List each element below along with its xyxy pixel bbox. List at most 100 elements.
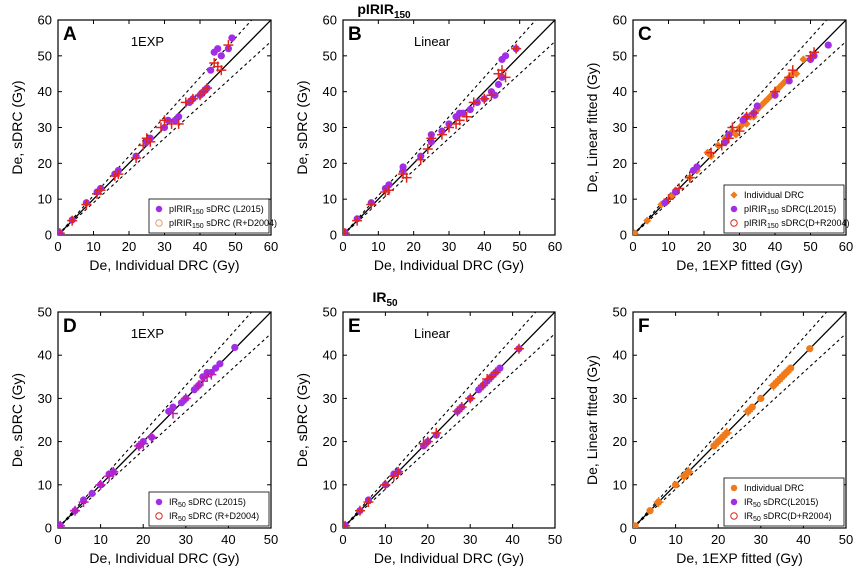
panel-e: 00 10 10 20 20 30 30 40 40 50 50 De, Individual DRC… <box>294 305 562 567</box>
series-1 <box>58 40 234 235</box>
data-point <box>138 140 149 151</box>
y-tick-label: 50 <box>323 305 337 320</box>
data-point <box>663 194 674 205</box>
x-axis-label: De, Individual DRC (Gy) <box>89 257 239 273</box>
x-tick-label: 50 <box>548 532 562 547</box>
upper-band-line <box>633 20 828 235</box>
x-tick-label: 10 <box>661 239 675 254</box>
y-tick-label: 30 <box>38 391 52 406</box>
data-point <box>78 497 89 508</box>
data-point <box>824 41 832 49</box>
x-tick-label: 30 <box>442 239 456 254</box>
model-label: Linear <box>414 34 451 49</box>
legend-label-suffix: sDRC (R+D2004) <box>204 218 277 228</box>
data-point <box>70 505 81 516</box>
legend-box <box>148 491 270 527</box>
legend-label: IR50 sDRC(L2015) <box>744 497 818 509</box>
data-point <box>202 371 213 382</box>
data-point <box>173 118 184 129</box>
data-point <box>809 47 820 58</box>
data-point <box>169 403 177 411</box>
y-tick-label: 10 <box>613 477 627 492</box>
y-tick-label: 20 <box>38 156 52 171</box>
x-tick-label: 20 <box>697 239 711 254</box>
data-point <box>672 188 680 196</box>
data-point <box>496 364 504 372</box>
legend-marker <box>155 498 163 506</box>
data-point <box>468 97 479 108</box>
data-point <box>787 364 795 372</box>
x-axis-label: De, Individual DRC (Gy) <box>374 550 524 566</box>
panel-f-points <box>633 345 814 528</box>
x-tick-label: 50 <box>803 239 817 254</box>
data-point <box>366 199 377 210</box>
y-tick-label: 30 <box>323 391 337 406</box>
y-tick-label: 20 <box>613 156 627 171</box>
data-point <box>436 129 447 140</box>
x-tick-label: 30 <box>157 239 171 254</box>
panel-f-frame <box>632 311 847 529</box>
legend-label: IR50 sDRC (L2015) <box>169 497 246 509</box>
legend-label-main: Individual DRC <box>744 190 805 200</box>
data-point <box>159 115 170 126</box>
y-tick-label: 40 <box>38 348 52 363</box>
data-point <box>454 115 465 126</box>
legend-label-sub: 150 <box>192 209 204 216</box>
data-point <box>380 479 391 490</box>
legend-box <box>723 477 845 527</box>
legend-label-main: IR <box>169 497 179 507</box>
data-point <box>633 229 639 235</box>
data-point <box>741 111 752 122</box>
data-point <box>731 130 740 139</box>
x-axis-label: De, 1EXP fitted (Gy) <box>676 550 803 566</box>
y-tick-label: 0 <box>330 228 337 243</box>
panel-a-points <box>58 34 236 235</box>
lower-band-line <box>343 333 555 528</box>
y-tick-label: 10 <box>38 477 52 492</box>
y-tick-label: 40 <box>613 84 627 99</box>
panel-letter: B <box>348 24 362 45</box>
x-tick-label: 0 <box>629 239 636 254</box>
legend-label-main: pIRIR <box>744 204 768 214</box>
y-tick-label: 0 <box>45 228 52 243</box>
panel-letter: D <box>63 316 77 337</box>
x-tick-label: 10 <box>86 239 100 254</box>
legend-label-sub: 50 <box>753 516 761 523</box>
data-point <box>772 376 783 387</box>
x-tick-label: 0 <box>54 239 61 254</box>
legend-label: Individual DRC <box>744 483 805 493</box>
x-tick-label: 40 <box>221 532 235 547</box>
y-tick-label: 0 <box>330 521 337 536</box>
legend-label: pIRIR150 sDRC(D+R2004) <box>744 218 849 230</box>
y-tick-label: 20 <box>613 434 627 449</box>
data-point <box>459 109 467 117</box>
legend-label-main: pIRIR <box>169 218 193 228</box>
x-tick-label: 40 <box>505 532 519 547</box>
data-point <box>494 80 503 89</box>
data-point <box>770 86 780 97</box>
legend-label-sub: 50 <box>178 502 186 509</box>
y-tick-label: 10 <box>323 477 337 492</box>
data-point <box>734 126 745 137</box>
data-point <box>422 144 433 154</box>
data-point <box>723 133 734 144</box>
y-tick-label: 30 <box>323 120 337 135</box>
series-2 <box>663 47 820 205</box>
x-tick-label: 60 <box>548 239 562 254</box>
x-tick-label: 10 <box>371 239 385 254</box>
y-axis-label: De, sDRC (Gy) <box>9 80 25 174</box>
legend: IR50 sDRC (L2015)IR50 sDRC (R+D2004) <box>148 491 270 527</box>
data-point <box>231 343 239 352</box>
series-1 <box>58 369 217 528</box>
data-point <box>661 199 669 207</box>
x-tick-label: 20 <box>136 532 150 547</box>
data-point <box>792 69 801 78</box>
legend-label-suffix: sDRC (L2015) <box>204 204 264 214</box>
panel-letter: E <box>348 316 361 337</box>
data-point <box>168 408 179 419</box>
data-point <box>806 345 814 353</box>
y-tick-label: 50 <box>38 48 52 63</box>
data-point <box>207 66 215 74</box>
legend-label-suffix: sDRC (L2015) <box>186 497 246 507</box>
